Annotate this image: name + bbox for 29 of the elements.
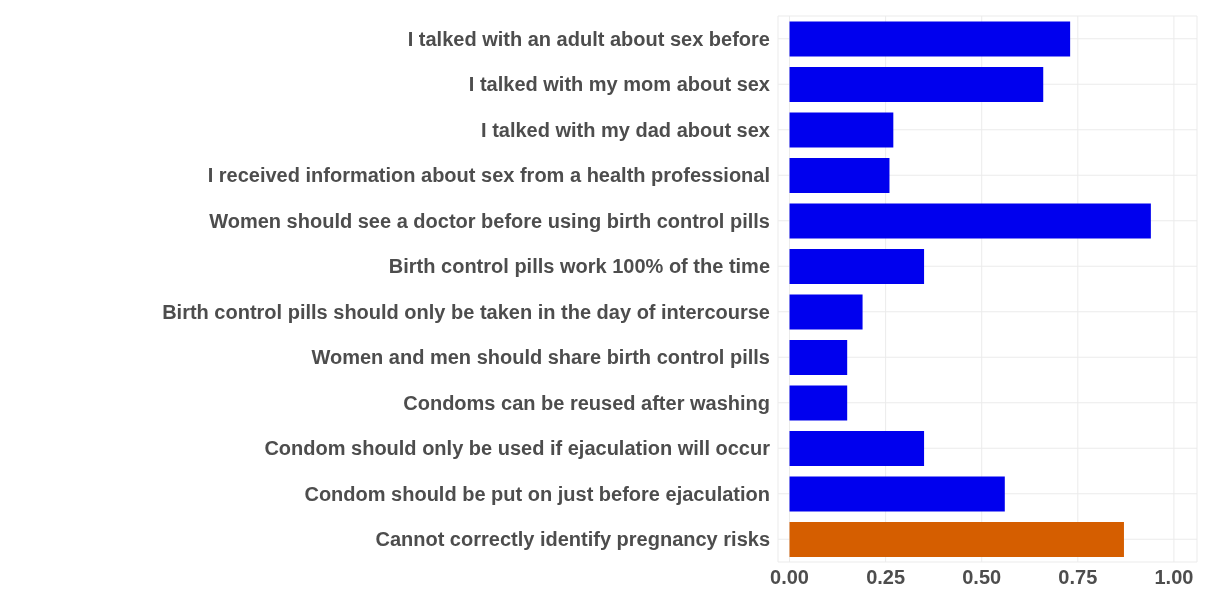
y-tick-label: Condoms can be reused after washing xyxy=(403,391,770,414)
y-tick-label: Women should see a doctor before using birth control pills xyxy=(209,209,770,232)
bar xyxy=(789,430,925,466)
bar xyxy=(789,157,890,193)
y-tick-label: Condom should be put on just before ejaculation xyxy=(304,482,770,505)
bar xyxy=(789,203,1151,239)
bar xyxy=(789,521,1124,557)
y-tick-label: Birth control pills work 100% of the time xyxy=(388,255,770,278)
bar xyxy=(789,112,894,148)
y-tick-label: I talked with an adult about sex before xyxy=(407,27,770,50)
y-tick-label: Women and men should share birth control pills xyxy=(311,346,770,369)
bar xyxy=(789,476,1005,512)
bar xyxy=(789,248,925,284)
x-tick-label: 0.25 xyxy=(866,566,906,589)
y-tick-label: Condom should only be used if ejaculation will occur xyxy=(264,437,771,460)
x-tick-label: 0.50 xyxy=(962,566,1002,589)
x-tick-label: 1.00 xyxy=(1154,566,1194,589)
y-tick-label: Cannot correctly identify pregnancy risks xyxy=(375,528,770,551)
y-tick-label: I received information about sex from a health professional xyxy=(207,164,770,187)
bar xyxy=(789,294,863,330)
x-tick-label: 0.00 xyxy=(770,566,809,589)
bar xyxy=(789,385,848,421)
bar xyxy=(789,66,1044,102)
bar xyxy=(789,339,848,375)
y-tick-label: I talked with my mom about sex xyxy=(468,73,770,96)
x-tick-label: 0.75 xyxy=(1058,566,1098,589)
y-tick-label: Birth control pills should only be taken in the day of intercourse xyxy=(162,300,770,323)
bar xyxy=(789,21,1071,57)
y-tick-label: I talked with my dad about sex xyxy=(481,118,770,141)
